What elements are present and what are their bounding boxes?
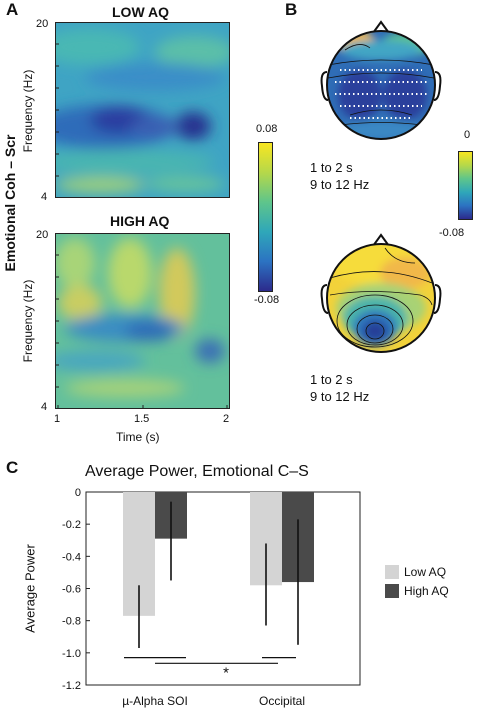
spectrogram-xtick-1-5: 1.5 <box>134 413 150 425</box>
spectrogram-top-ylabel: Frequency (Hz) <box>21 69 35 153</box>
bar-chart-ytick-label: 0 <box>75 487 81 499</box>
bar-chart-ytick-label: -1.0 <box>62 648 81 660</box>
colorbar-b-min-label: -0.08 <box>439 227 465 239</box>
bar-chart-xtick-label: µ-Alpha SOI <box>122 694 188 708</box>
bar-chart-title: Average Power, Emotional C–S <box>85 463 309 480</box>
high-aq-title: HIGH AQ <box>110 213 170 229</box>
bar-chart-ytick-label: -0.6 <box>62 584 81 596</box>
legend-label-low-aq: Low AQ <box>404 565 447 579</box>
spectrogram-top-ytick-4: 4 <box>41 191 48 203</box>
legend-swatch-high-aq <box>385 584 399 598</box>
colorbar-a-max-label: 0.08 <box>256 123 278 135</box>
bar-chart-ytick-label: -0.8 <box>62 616 81 628</box>
topoplot-bottom <box>320 233 442 353</box>
spectrogram-xlabel: Time (s) <box>116 430 160 444</box>
significance-star: * <box>223 664 229 681</box>
topoplot-bottom-caption-line1: 1 to 2 s <box>310 372 353 387</box>
spectrogram-low-aq <box>55 22 230 198</box>
legend-label-high-aq: High AQ <box>404 584 449 598</box>
bar-chart-ytick-label: -0.2 <box>62 519 81 531</box>
panel-a-side-label: Emotional Coh – Scr <box>2 134 18 272</box>
spectrogram-top-ytick-20: 20 <box>36 18 49 30</box>
panel-letter-c: C <box>6 458 19 477</box>
colorbar-a <box>258 142 273 292</box>
colorbar-a-min-label: -0.08 <box>254 294 280 306</box>
topoplot-top-caption-line2: 9 to 12 Hz <box>310 177 370 192</box>
spectrogram-bottom-ylabel: Frequency (Hz) <box>21 279 35 363</box>
spectrogram-xtick-1: 1 <box>54 413 61 425</box>
colorbar-b-max-label: 0 <box>464 129 471 141</box>
colorbar-b <box>458 151 473 220</box>
spectrogram-bottom-ytick-4: 4 <box>41 401 48 413</box>
spectrogram-bottom-ytick-20: 20 <box>36 229 49 241</box>
topoplot-top-caption-line1: 1 to 2 s <box>310 160 353 175</box>
low-aq-title: LOW AQ <box>112 4 170 20</box>
bar-chart-xtick-label: Occipital <box>259 694 305 708</box>
spectrogram-xtick-2: 2 <box>223 413 230 425</box>
topoplot-top <box>320 20 442 140</box>
panel-letter-b: B <box>285 0 298 19</box>
legend-swatch-low-aq <box>385 565 399 579</box>
bar-chart: 0 -0.2 -0.4 -0.6 -0.8 -1.0 -1.2 µ-Alpha SOI Occi… <box>62 487 361 708</box>
bar-chart-ytick-label: -0.4 <box>62 551 81 563</box>
topoplot-bottom-caption-line2: 9 to 12 Hz <box>310 389 370 404</box>
panel-letter-a: A <box>6 0 19 19</box>
bar-chart-ytick-label: -1.2 <box>62 680 81 692</box>
spectrogram-high-aq <box>55 233 230 409</box>
